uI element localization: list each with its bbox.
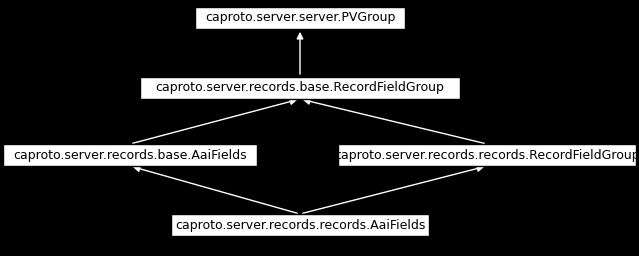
Text: caproto.server.records.records.AaiFields: caproto.server.records.records.AaiFields xyxy=(175,219,425,231)
FancyBboxPatch shape xyxy=(338,144,636,166)
Text: caproto.server.server.PVGroup: caproto.server.server.PVGroup xyxy=(205,12,395,25)
FancyBboxPatch shape xyxy=(140,77,460,99)
FancyBboxPatch shape xyxy=(171,214,429,236)
Text: caproto.server.records.base.AaiFields: caproto.server.records.base.AaiFields xyxy=(13,148,247,162)
FancyBboxPatch shape xyxy=(3,144,257,166)
Text: caproto.server.records.records.RecordFieldGroup: caproto.server.records.records.RecordFie… xyxy=(334,148,639,162)
FancyBboxPatch shape xyxy=(195,7,405,29)
Text: caproto.server.records.base.RecordFieldGroup: caproto.server.records.base.RecordFieldG… xyxy=(155,81,445,94)
